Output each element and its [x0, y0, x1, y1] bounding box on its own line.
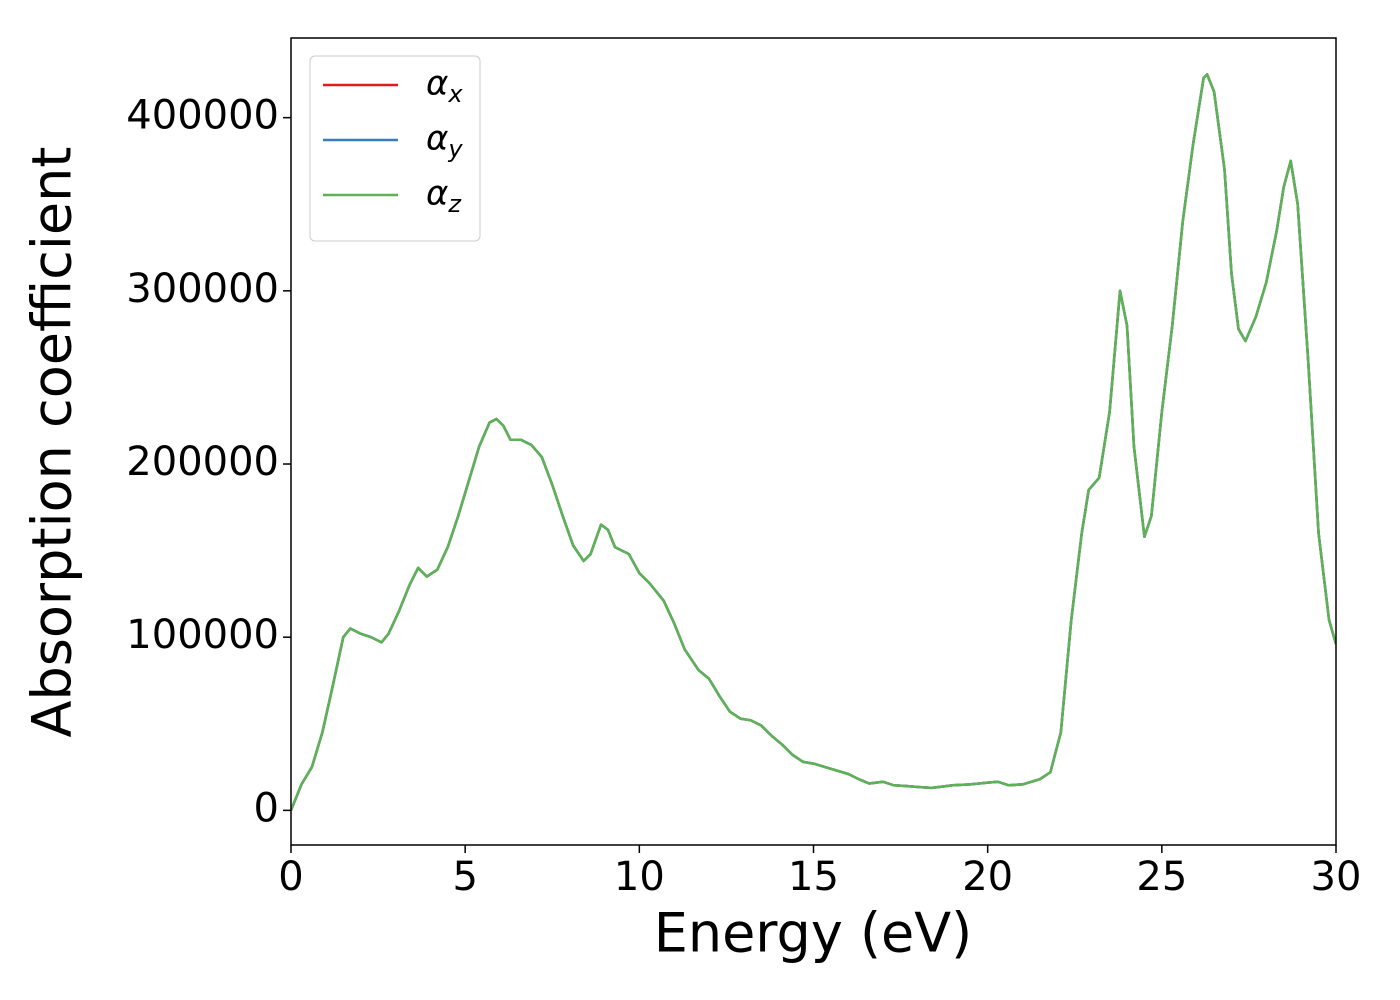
data-line — [291, 73, 1336, 811]
x-tick-label: 25 — [1136, 854, 1187, 900]
x-tick-label: 15 — [788, 854, 839, 900]
legend-label: αx — [426, 64, 463, 109]
x-tick-label: 5 — [452, 854, 477, 900]
y-axis-label: Absorption coefficient — [21, 147, 84, 738]
x-axis-label: Energy (eV) — [654, 902, 973, 965]
y-tick-label: 300000 — [126, 266, 279, 312]
plot-frame — [290, 37, 1337, 846]
x-tick-label: 30 — [1311, 854, 1362, 900]
x-tick-label: 0 — [278, 854, 303, 900]
y-tick-label: 200000 — [126, 439, 279, 485]
x-tick-label: 20 — [962, 854, 1013, 900]
y-tick-label: 100000 — [126, 612, 279, 658]
x-tick-label: 10 — [614, 854, 665, 900]
legend-label: αy — [426, 119, 463, 164]
y-tick-label: 0 — [254, 785, 279, 831]
y-tick-label: 400000 — [126, 93, 279, 139]
